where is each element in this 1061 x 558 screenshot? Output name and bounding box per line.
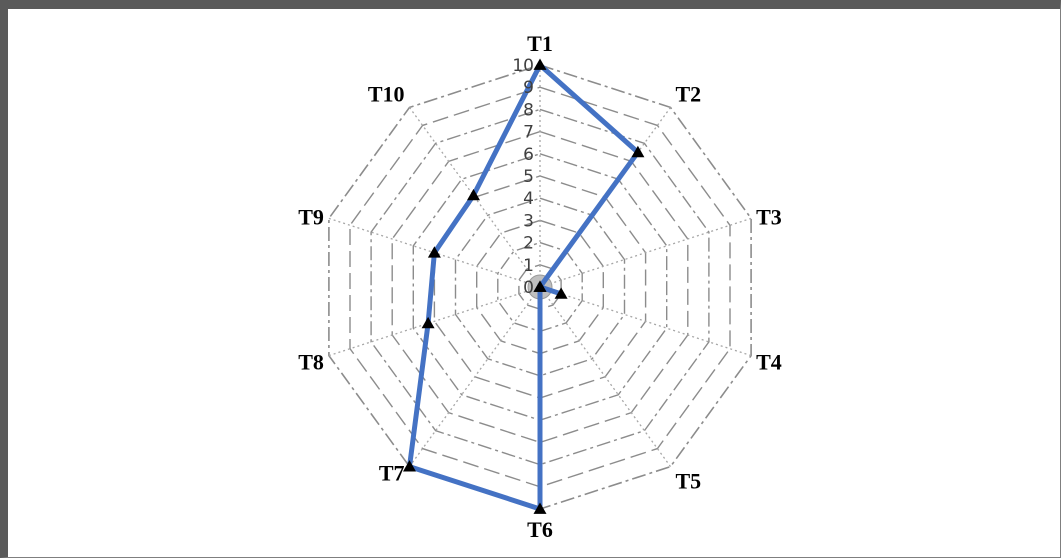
spoke-T8 xyxy=(328,286,541,357)
category-label-T8: T8 xyxy=(298,350,324,375)
point-T1 xyxy=(533,58,547,70)
spoke-T7 xyxy=(408,286,541,467)
point-T8 xyxy=(421,316,435,329)
tick-label-4: 4 xyxy=(523,189,534,209)
spoke-T4 xyxy=(539,286,752,357)
category-label-T6: T6 xyxy=(527,517,553,542)
tick-label-5: 5 xyxy=(523,167,534,187)
point-T6 xyxy=(533,502,547,514)
grid-ring-4 xyxy=(454,197,626,377)
category-label-T2: T2 xyxy=(676,81,702,106)
tick-label-7: 7 xyxy=(523,123,534,143)
radar-grid xyxy=(328,64,752,510)
tick-label-8: 8 xyxy=(523,100,534,120)
category-label-T10: T10 xyxy=(368,81,405,106)
point-T4 xyxy=(554,287,568,299)
spoke-T3 xyxy=(539,217,752,288)
category-labels: T1 T2 T3 T4 T5 T6 T7 T8 T9 T10 xyxy=(298,31,782,542)
tick-label-10: 10 xyxy=(512,56,534,76)
series-layer xyxy=(403,58,645,514)
tick-label-6: 6 xyxy=(523,145,534,165)
point-T9 xyxy=(427,246,441,258)
category-label-T5: T5 xyxy=(676,469,702,494)
category-label-T4: T4 xyxy=(756,350,782,375)
tick-label-3: 3 xyxy=(523,211,534,231)
point-T2 xyxy=(631,145,645,158)
tick-label-2: 2 xyxy=(523,234,534,254)
category-label-T3: T3 xyxy=(756,204,782,229)
spoke-T5 xyxy=(539,286,672,467)
tick-label-9: 9 xyxy=(523,78,534,98)
point-T10 xyxy=(467,188,480,201)
point-T7 xyxy=(403,460,416,472)
tick-label-0: 0 xyxy=(523,278,534,298)
grid-ring-7 xyxy=(391,130,689,444)
category-label-T9: T9 xyxy=(298,204,324,229)
category-label-T1: T1 xyxy=(527,31,553,56)
grid-ring-8 xyxy=(370,108,710,466)
category-label-T7: T7 xyxy=(379,461,405,486)
point-T5 xyxy=(533,280,547,292)
tick-label-1: 1 xyxy=(523,256,534,276)
